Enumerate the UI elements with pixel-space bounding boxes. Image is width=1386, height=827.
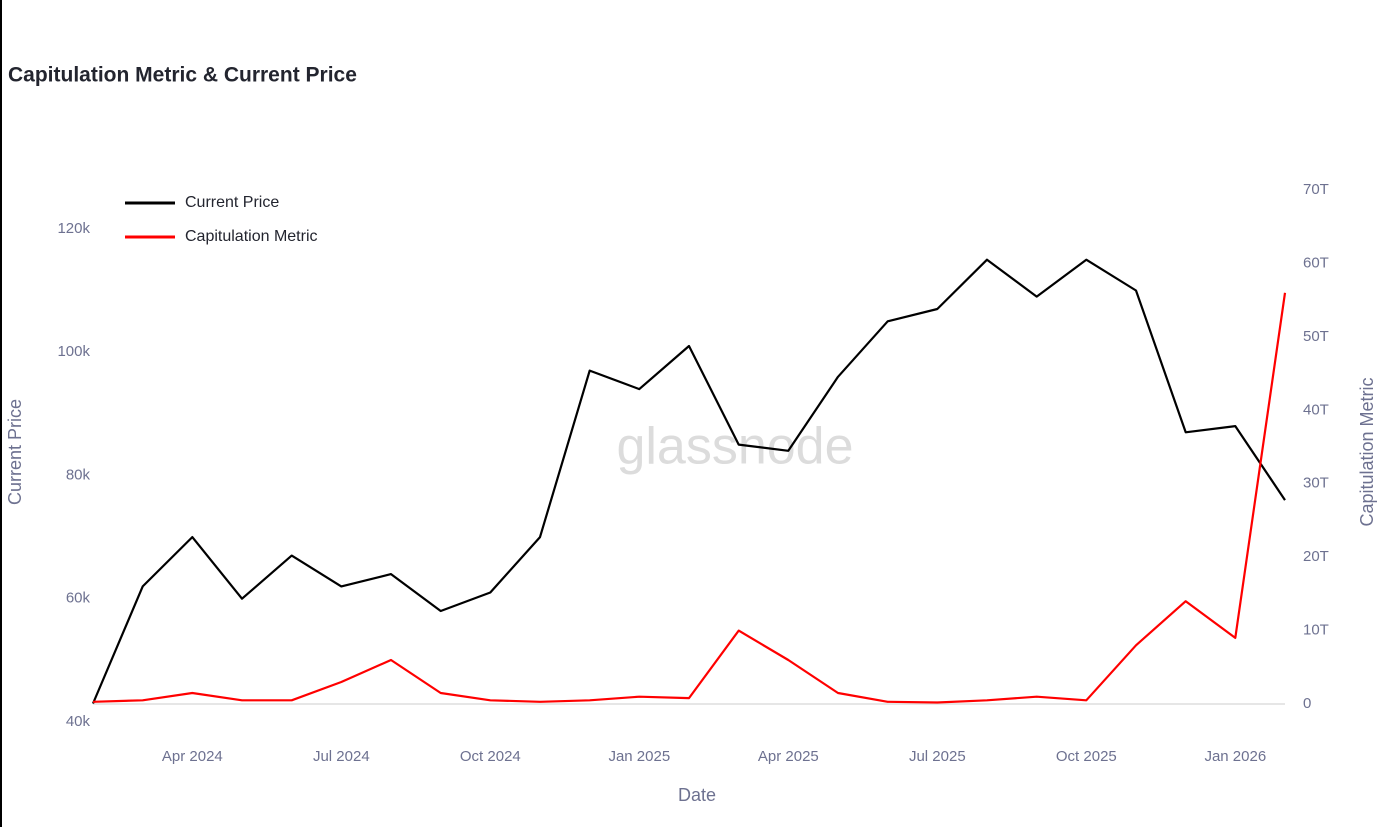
y2-tick-label: 30T bbox=[1303, 475, 1329, 492]
x-tick-label: Jul 2025 bbox=[909, 748, 966, 765]
y-tick-label: 80k bbox=[66, 466, 91, 483]
legend-label: Current Price bbox=[185, 194, 279, 211]
y2-axis-title: Capitulation Metric bbox=[1357, 377, 1377, 526]
y2-tick-label: 20T bbox=[1303, 548, 1329, 565]
y2-tick-label: 40T bbox=[1303, 401, 1329, 418]
series-line bbox=[91, 258, 1286, 704]
series-line bbox=[92, 292, 1287, 704]
y-tick-label: 60k bbox=[66, 590, 91, 607]
y2-tick-label: 70T bbox=[1303, 181, 1329, 198]
y2-tick-label: 50T bbox=[1303, 328, 1329, 345]
watermark: glassnode bbox=[616, 418, 853, 476]
y2-tick-label: 10T bbox=[1303, 622, 1329, 639]
x-axis-title: Date bbox=[678, 785, 716, 805]
y-tick-label: 120k bbox=[57, 220, 90, 237]
y-tick-label: 40k bbox=[66, 713, 91, 730]
x-tick-label: Apr 2024 bbox=[162, 748, 223, 765]
legend-label: Capitulation Metric bbox=[185, 228, 318, 245]
y2-tick-label: 60T bbox=[1303, 254, 1329, 271]
y2-tick-label: 0 bbox=[1303, 695, 1311, 712]
chart-title: Capitulation Metric & Current Price bbox=[8, 64, 357, 87]
x-tick-label: Apr 2025 bbox=[758, 748, 819, 765]
x-tick-label: Jan 2025 bbox=[608, 748, 670, 765]
x-tick-label: Jul 2024 bbox=[313, 748, 370, 765]
x-tick-label: Jan 2026 bbox=[1204, 748, 1266, 765]
y-tick-label: 100k bbox=[57, 343, 90, 360]
x-tick-label: Oct 2024 bbox=[460, 748, 521, 765]
y-axis-title: Current Price bbox=[5, 399, 25, 505]
x-tick-label: Oct 2025 bbox=[1056, 748, 1117, 765]
